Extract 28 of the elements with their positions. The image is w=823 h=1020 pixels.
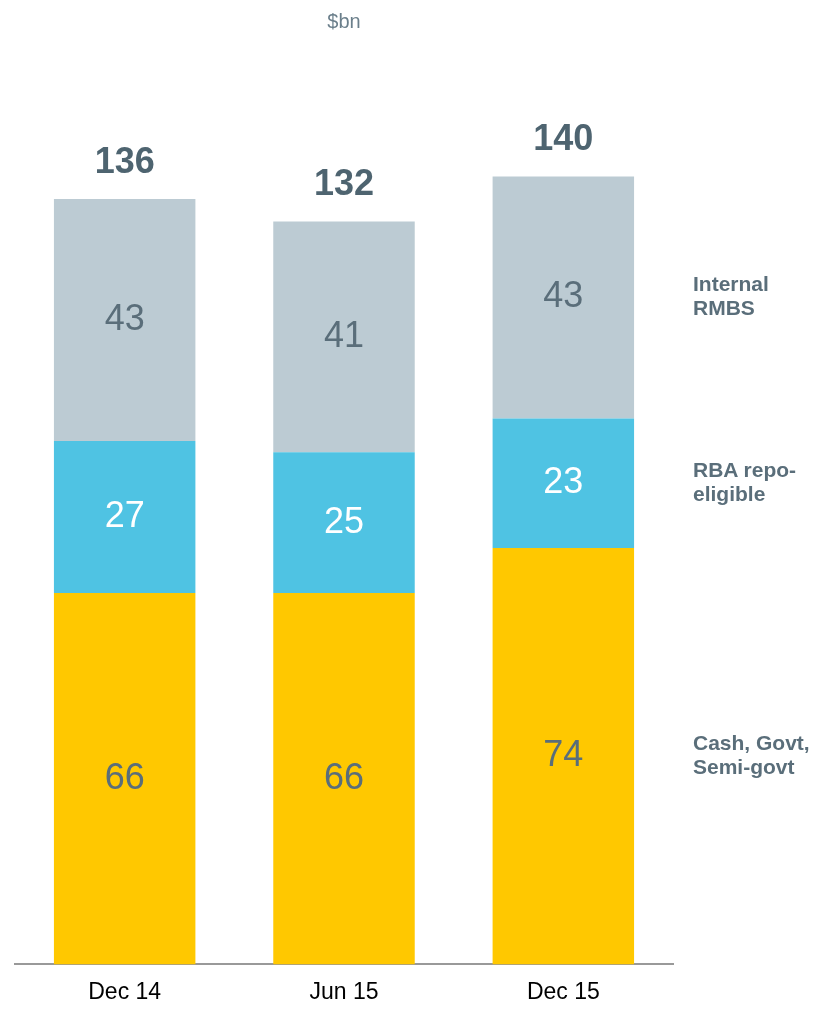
text: Internal RMBS [693,272,769,320]
data-label: 27 [104,493,145,535]
x-tick-label: Dec 14 [88,977,162,1004]
data-label: 25 [323,499,365,541]
data-label: 43 [543,274,584,316]
bar [492,418,635,548]
text: RBA repo-eligible [693,458,797,506]
bar [273,452,415,593]
chart-title: $bn [327,9,361,32]
data-label: 66 [104,755,145,797]
data-label: 43 [104,296,145,338]
x-tick-label: Jun 15 [309,977,379,1004]
bar [53,441,196,593]
total-label: 136 [94,139,155,181]
total-label: 140 [533,117,594,159]
data-label: 74 [543,733,584,775]
bar [273,592,415,965]
x-tick-label: Dec 15 [526,977,600,1004]
data-label: 23 [543,460,584,502]
text: Cash, Govt, Semi-govt [693,730,810,778]
bar [53,199,196,442]
bar [273,221,415,453]
data-label: 41 [323,313,365,355]
bar [53,592,196,965]
bar [492,176,635,419]
data-label: 66 [323,755,365,797]
total-label: 132 [313,162,375,204]
bar [492,547,635,965]
